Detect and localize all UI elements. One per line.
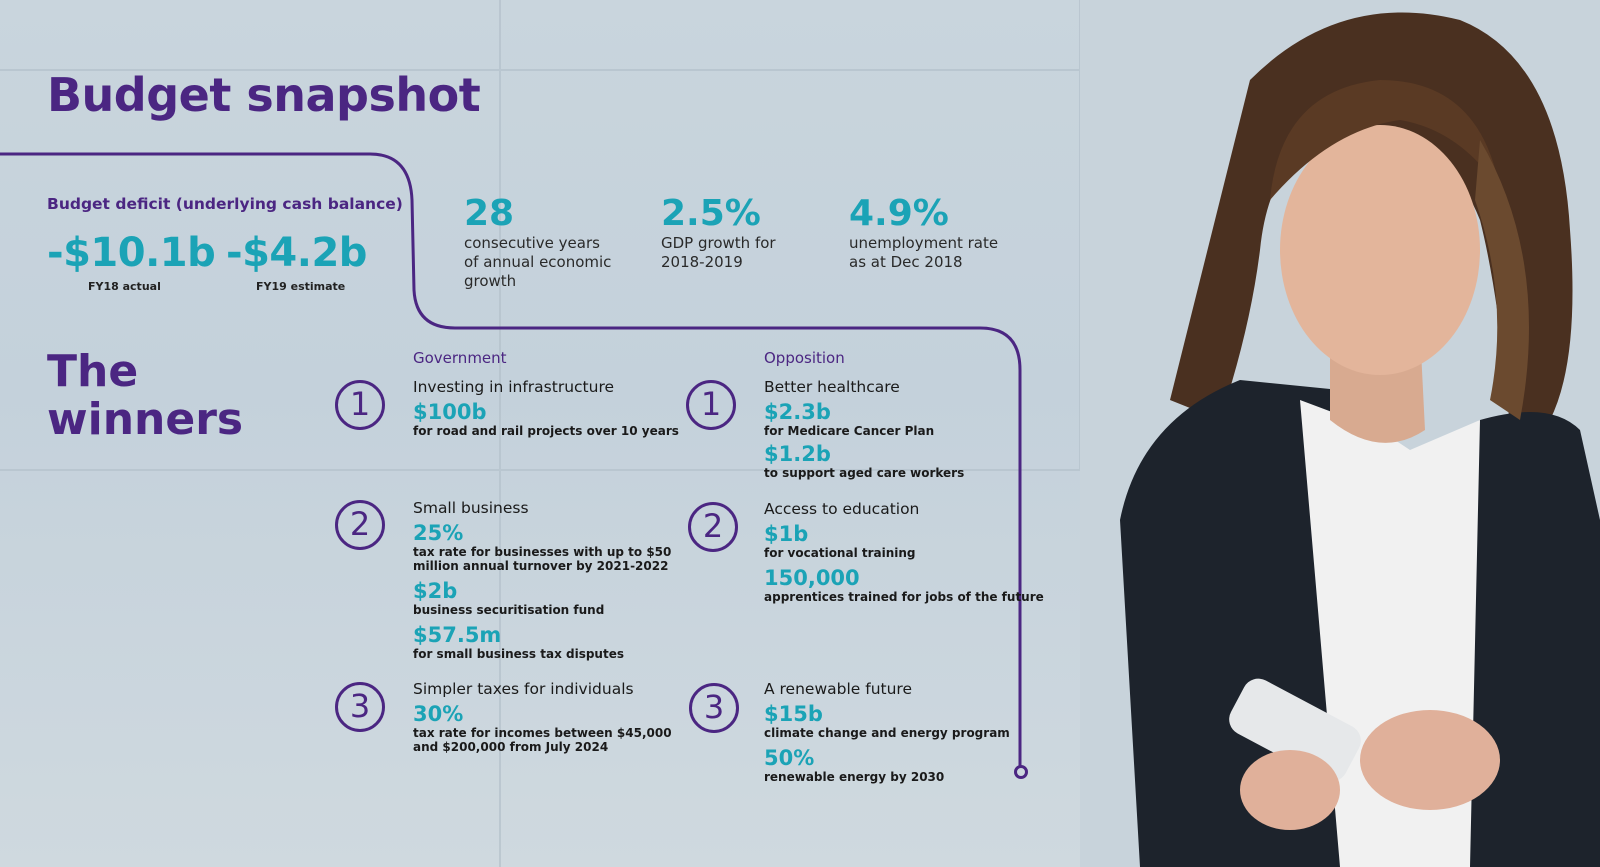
deficit-fy19-caption: FY19 estimate [256,280,346,293]
stat-text-line: 2018-2019 [661,253,743,271]
stat-value: 2.5% [661,193,761,234]
item-value: 25% [413,521,464,545]
winners-line: winners [47,394,244,445]
item-desc: for small business tax disputes [413,647,624,661]
item-desc: apprentices trained for jobs of the futu… [764,590,1044,604]
stat-value: 4.9% [849,193,949,234]
opposition-heading: Opposition [764,349,845,367]
item-title: Better healthcare [764,378,900,396]
item-title: Investing in infrastructure [413,378,615,396]
deficit-label: Budget deficit (underlying cash balance) [47,195,403,213]
item-value: 150,000 [764,566,860,590]
winners-line: The [47,346,139,397]
stat-value: 28 [464,193,515,234]
item-desc: and $200,000 from July 2024 [413,740,609,754]
item-desc: renewable energy by 2030 [764,770,945,784]
item-desc: to support aged care workers [764,466,965,480]
stat-text-line: of annual economic [464,253,612,271]
number-circle-2: 2 [335,500,385,550]
item-desc: climate change and energy program [764,726,1010,740]
item-value: $15b [764,702,823,726]
item-value: $2.3b [764,400,831,424]
opp-item-3: A renewable future $15b climate change a… [764,680,1010,784]
deficit-fy19-value: -$4.2b [226,230,367,276]
number-circle-2: 2 [688,502,738,552]
number-circle-1: 1 [686,380,736,430]
item-value: 50% [764,746,815,770]
winners-heading: The winners [47,348,243,444]
item-value: $100b [413,400,487,424]
woman-with-phone-photo [1080,0,1600,867]
item-desc: million annual turnover by 2021-2022 [413,559,669,573]
page-title: Budget snapshot [47,68,481,122]
deficit-fy18-caption: FY18 actual [88,280,161,293]
item-value: $1b [764,522,809,546]
stat-text-line: consecutive years [464,234,600,252]
timeline-path [0,152,1028,779]
item-title: A renewable future [764,680,912,698]
item-desc: for road and rail projects over 10 years [413,424,679,438]
item-desc: business securitisation fund [413,603,605,617]
item-value: $57.5m [413,623,502,647]
gov-item-2: Small business 25% tax rate for business… [413,499,671,661]
item-title: Access to education [764,500,920,518]
gov-item-1: Investing in infrastructure $100b for ro… [413,378,679,438]
number-circle-3: 3 [689,683,739,733]
stat-text-line: as at Dec 2018 [849,253,963,271]
item-value: $1.2b [764,442,831,466]
stat-text-line: growth [464,272,517,290]
deficit-fy18-value: -$10.1b [47,230,216,276]
stat-gdp: 2.5% GDP growth for 2018-2019 [661,193,776,272]
item-desc: for vocational training [764,546,916,560]
item-desc: tax rate for businesses with up to $50 [413,545,672,559]
number-circle-3: 3 [335,682,385,732]
stat-text-line: GDP growth for [661,234,776,252]
item-value: $2b [413,579,458,603]
number-circle-1: 1 [335,380,385,430]
opp-item-1: Better healthcare $2.3b for Medicare Can… [764,378,964,480]
item-title: Simpler taxes for individuals [413,680,634,698]
opp-item-2: Access to education $1b for vocational t… [764,500,1044,604]
item-title: Small business [413,499,529,517]
stat-text-line: unemployment rate [849,234,999,252]
item-desc: for Medicare Cancer Plan [764,424,935,438]
government-heading: Government [413,349,507,367]
stat-unemployment: 4.9% unemployment rate as at Dec 2018 [849,193,998,272]
gov-item-3: Simpler taxes for individuals 30% tax ra… [413,680,672,754]
item-desc: tax rate for incomes between $45,000 [413,726,672,740]
item-value: 30% [413,702,464,726]
stat-years: 28 consecutive years of annual economic … [464,193,611,291]
